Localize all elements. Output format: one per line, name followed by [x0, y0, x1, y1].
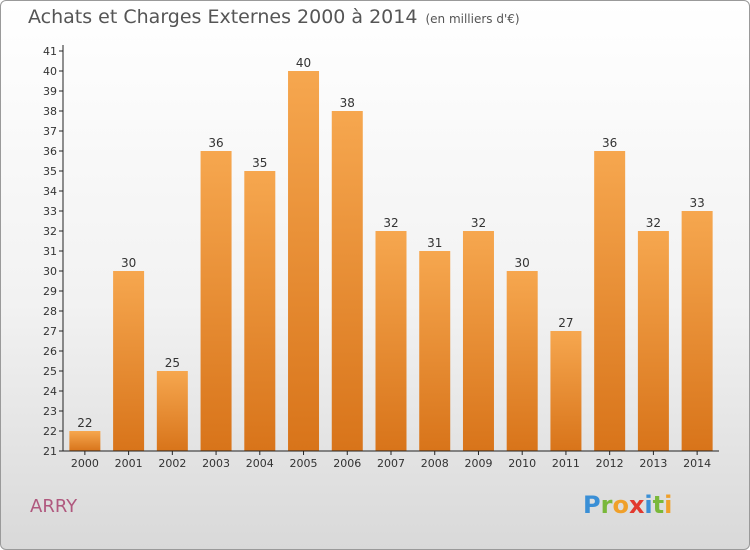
bar — [506, 271, 538, 451]
bar — [375, 231, 407, 451]
data-label: 32 — [646, 216, 661, 230]
y-tick-label: 25 — [43, 365, 57, 378]
y-tick-label: 24 — [43, 385, 57, 398]
y-tick-label: 29 — [43, 285, 57, 298]
x-tick-label: 2009 — [464, 457, 492, 470]
data-label: 25 — [165, 356, 180, 370]
chart-title-text: Achats et Charges Externes 2000 à 2014 — [28, 6, 418, 28]
x-tick-label: 2001 — [115, 457, 143, 470]
data-label: 36 — [602, 136, 617, 150]
x-tick-label: 2011 — [552, 457, 580, 470]
bar — [637, 231, 669, 451]
x-tick-label: 2002 — [158, 457, 186, 470]
x-tick-label: 2003 — [202, 457, 230, 470]
bar — [244, 171, 276, 451]
y-tick-label: 41 — [43, 45, 57, 58]
y-tick-label: 34 — [43, 185, 57, 198]
x-tick-label: 2004 — [246, 457, 274, 470]
bar — [550, 331, 582, 451]
y-tick-label: 36 — [43, 145, 57, 158]
bar — [419, 251, 451, 451]
y-tick-label: 23 — [43, 405, 57, 418]
bar — [288, 71, 320, 451]
proxiti-logo: Proxiti — [583, 491, 672, 519]
logo-letter: x — [628, 491, 645, 519]
bar — [681, 211, 713, 451]
y-tick-label: 33 — [43, 205, 57, 218]
bar — [156, 371, 188, 451]
bar — [594, 151, 626, 451]
bar — [69, 431, 101, 451]
chart-title: Achats et Charges Externes 2000 à 2014 (e… — [28, 6, 520, 28]
data-label: 36 — [208, 136, 223, 150]
data-label: 35 — [252, 156, 267, 170]
data-label: 40 — [296, 56, 311, 70]
data-label: 31 — [427, 236, 442, 250]
bar — [331, 111, 363, 451]
y-tick-label: 26 — [43, 345, 57, 358]
x-tick-label: 2007 — [377, 457, 405, 470]
y-tick-label: 27 — [43, 325, 57, 338]
data-label: 30 — [515, 256, 530, 270]
data-label: 33 — [689, 196, 704, 210]
data-label: 32 — [383, 216, 398, 230]
x-tick-label: 2014 — [683, 457, 711, 470]
data-label: 27 — [558, 316, 573, 330]
x-tick-label: 2008 — [421, 457, 449, 470]
y-tick-label: 22 — [43, 425, 57, 438]
y-tick-label: 30 — [43, 265, 57, 278]
chart-subtitle: (en milliers d'€) — [425, 12, 520, 26]
y-tick-label: 21 — [43, 445, 57, 458]
logo-letter: t — [652, 491, 665, 519]
logo-letter: r — [600, 491, 613, 519]
logo-letter: i — [644, 491, 653, 519]
y-tick-label: 38 — [43, 105, 57, 118]
x-tick-label: 2000 — [71, 457, 99, 470]
logo-letter: P — [583, 491, 601, 519]
y-tick-label: 35 — [43, 165, 57, 178]
x-tick-label: 2006 — [333, 457, 361, 470]
x-tick-label: 2005 — [290, 457, 318, 470]
logo-letter: i — [664, 491, 673, 519]
y-tick-label: 32 — [43, 225, 57, 238]
y-tick-label: 28 — [43, 305, 57, 318]
bar — [462, 231, 494, 451]
x-tick-label: 2010 — [508, 457, 536, 470]
data-label: 32 — [471, 216, 486, 230]
logo-letter: o — [612, 491, 629, 519]
y-tick-label: 40 — [43, 65, 57, 78]
data-label: 22 — [77, 416, 92, 430]
y-tick-label: 31 — [43, 245, 57, 258]
data-label: 38 — [340, 96, 355, 110]
data-label: 30 — [121, 256, 136, 270]
commune-name: ARRY — [30, 496, 78, 517]
x-tick-label: 2012 — [596, 457, 624, 470]
bar — [113, 271, 145, 451]
y-tick-label: 39 — [43, 85, 57, 98]
bar — [200, 151, 232, 451]
y-tick-label: 37 — [43, 125, 57, 138]
x-tick-label: 2013 — [639, 457, 667, 470]
